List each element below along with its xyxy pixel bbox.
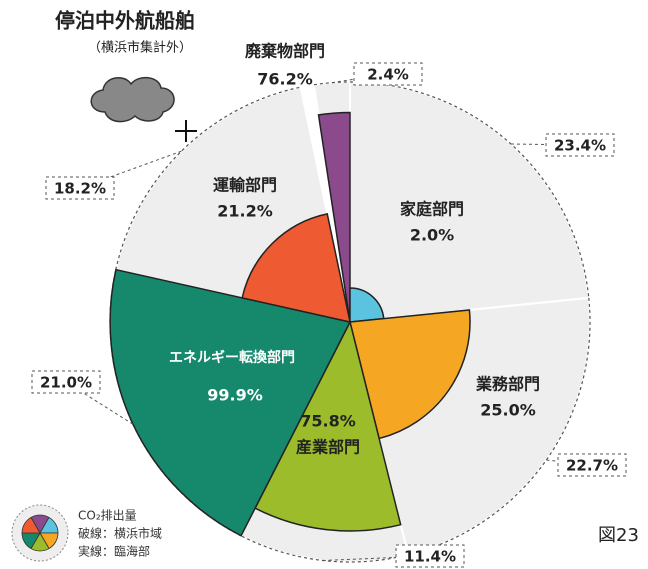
- value-box: [545, 133, 615, 157]
- coastal-wedge: [109, 268, 352, 537]
- category-label: 家庭部門: [400, 200, 464, 219]
- city-arc: [349, 81, 590, 298]
- coastal-wedge: [241, 212, 351, 323]
- category-label: 運輸部門: [213, 176, 277, 195]
- city-value-label: 23.4%: [554, 137, 606, 155]
- value-box: [353, 62, 423, 86]
- city-value-label: 22.7%: [566, 457, 618, 475]
- category-label: 廃棄物部門: [245, 42, 325, 61]
- coastal-value-label: 76.2%: [257, 70, 313, 89]
- coastal-wedge: [254, 319, 402, 532]
- city-value-label: 21.0%: [40, 374, 92, 392]
- figure-label: 図23: [598, 525, 639, 546]
- chart-subtitle: （横浜市集計外）: [88, 40, 192, 56]
- cloud-icon: [90, 76, 175, 123]
- legend-icon-wedge: [21, 516, 41, 534]
- city-value-label: 18.2%: [54, 180, 106, 198]
- coastal-value-label: 99.9%: [207, 386, 263, 405]
- coastal-value-label: 21.2%: [217, 202, 273, 221]
- category-label: 業務部門: [475, 375, 540, 394]
- city-arc: [408, 297, 591, 556]
- city-sector: [349, 80, 590, 324]
- plus-sign: [175, 120, 197, 142]
- category-label: エネルギー転換部門: [169, 349, 295, 366]
- legend-entry: 実線：臨海部: [78, 544, 150, 559]
- leader-line: [65, 381, 134, 425]
- coastal-wedge: [349, 287, 385, 323]
- value-box: [45, 176, 115, 200]
- coastal-wedge: [349, 309, 471, 440]
- value-box: [557, 453, 627, 477]
- coastal-wedge: [317, 111, 351, 323]
- city-value-label: 2.4%: [367, 66, 409, 84]
- legend-title: CO₂排出量: [78, 509, 137, 523]
- city-arc: [115, 86, 301, 270]
- coastal-value-label: 25.0%: [480, 401, 536, 420]
- city-value-label: 11.4%: [404, 548, 456, 566]
- category-label: 産業部門: [296, 438, 360, 457]
- chart-title: 停泊中外航船舶: [55, 9, 195, 33]
- coastal-value-label: 75.8%: [300, 412, 356, 431]
- coastal-value-label: 2.0%: [410, 226, 454, 245]
- value-box: [395, 544, 465, 568]
- value-box: [31, 370, 101, 394]
- legend-entry: 破線：横浜市域: [78, 526, 162, 541]
